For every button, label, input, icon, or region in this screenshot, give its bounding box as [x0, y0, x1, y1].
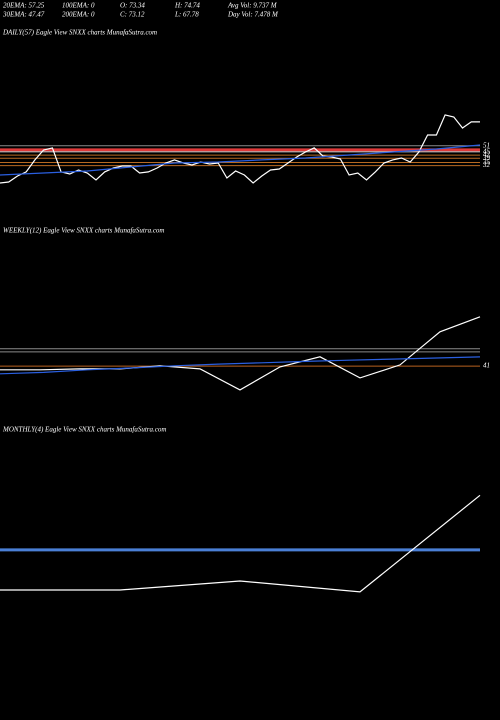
- header-text: 100EMA: 0: [62, 2, 95, 10]
- level-label: 39: [482, 154, 491, 162]
- header-text: 200EMA: 0: [62, 11, 95, 19]
- price-line: [0, 316, 481, 391]
- level-label: 42: [483, 151, 491, 159]
- price-line: [0, 114, 480, 184]
- level-label: 41: [483, 362, 490, 370]
- level-label: 51: [483, 141, 490, 149]
- header-text: Day Vol: 7.478 M: [227, 11, 279, 19]
- price-line: [0, 494, 481, 593]
- price-line: [0, 356, 481, 375]
- level-label: 32: [482, 161, 491, 169]
- level-label: 45: [483, 148, 491, 156]
- price-line: [0, 144, 481, 176]
- panel-title: WEEKLY(12) Eagle View SNXX charts Munafa…: [3, 227, 165, 235]
- header-text: H: 74.74: [174, 2, 200, 10]
- panel-title: MONTHLY(4) Eagle View SNXX charts Munafa…: [2, 426, 166, 434]
- panel-title: DAILY(57) Eagle View SNXX charts MunafaS…: [2, 29, 157, 37]
- level-label: 35: [482, 158, 491, 166]
- header-text: C: 73.12: [120, 11, 145, 19]
- header-text: O: 73.34: [120, 2, 145, 10]
- header-text: Avg Vol: 9.737 M: [227, 2, 278, 10]
- header-text: 20EMA: 57.25: [3, 2, 45, 10]
- header-text: 30EMA: 47.47: [2, 11, 45, 19]
- header-text: L: 67.78: [174, 11, 199, 19]
